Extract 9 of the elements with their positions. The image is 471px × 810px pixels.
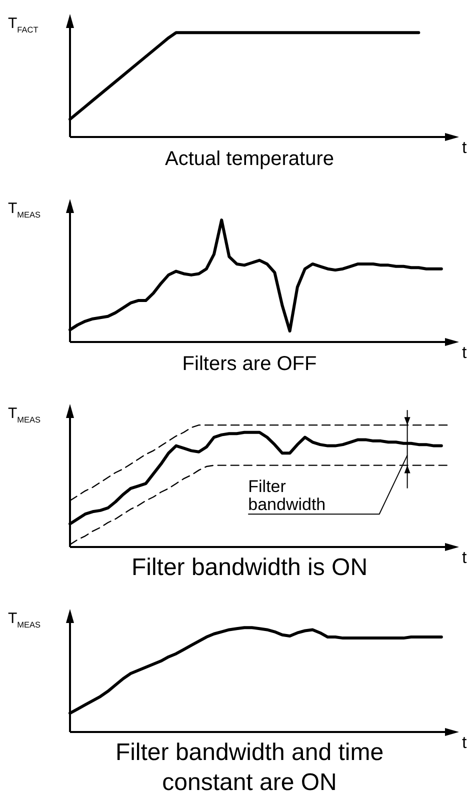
x-axis-title: t: [462, 138, 467, 157]
annotation: Filter bandwidth: [248, 477, 326, 514]
text: Filter bandwidth is ON: [131, 554, 368, 581]
x-axis-title: t: [462, 548, 467, 567]
x-axis-title: t: [462, 733, 467, 752]
text: Filters are OFF: [182, 353, 317, 375]
text: Filter bandwidth and time constant are ON: [115, 739, 384, 796]
text: Actual temperature: [165, 148, 334, 170]
x-axis-title: t: [462, 343, 467, 362]
